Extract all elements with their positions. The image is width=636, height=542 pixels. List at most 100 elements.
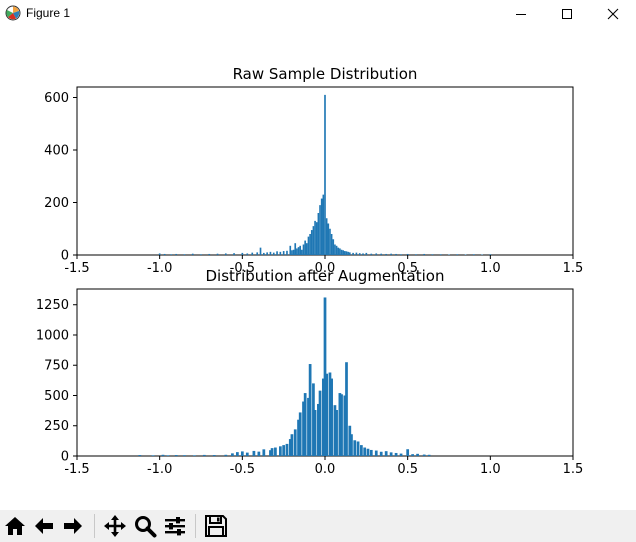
histogram-bar [309, 234, 311, 255]
home-button[interactable] [1, 512, 29, 540]
histogram-bar [297, 247, 300, 256]
y-tick-label: 0 [61, 450, 69, 465]
axes-augmented: -1.5 -1.0 -0.5 0.0 0.5 1.0 1.5 0 250 500 750 1000 1… [36, 267, 583, 477]
window-title: Figure 1 [26, 6, 71, 20]
histogram-bar [294, 243, 297, 255]
pan-button[interactable] [101, 512, 129, 540]
histogram-bar [163, 253, 166, 255]
histogram-bar [333, 405, 337, 456]
navigation-toolbar [0, 510, 636, 542]
histogram-bar [385, 253, 387, 255]
x-tick-label: -1.0 [147, 261, 172, 276]
histogram-bar [406, 449, 410, 456]
histogram-bar [335, 410, 338, 456]
histogram-bar [423, 253, 426, 255]
histogram-bar [299, 245, 302, 255]
histogram-bar [322, 194, 325, 256]
histogram-bar [324, 94, 326, 256]
histogram-bar [327, 223, 330, 255]
histogram-bar [224, 454, 228, 456]
histogram-bar [384, 451, 388, 456]
forward-icon [64, 518, 82, 534]
x-tick-label: 1.0 [480, 462, 501, 477]
histogram-bar [356, 441, 360, 456]
histogram-bar [224, 253, 227, 255]
forward-button[interactable] [59, 512, 87, 540]
histogram-bar [345, 362, 348, 456]
histogram-bar [338, 393, 342, 456]
histogram-bar [343, 395, 347, 456]
x-axis: -1.5 -1.0 -0.5 0.0 0.5 1.0 1.5 [64, 255, 583, 276]
histogram-bar [274, 447, 277, 456]
close-icon [607, 8, 619, 20]
x-tick-label: 0.0 [315, 462, 336, 477]
histogram-bar [330, 378, 333, 456]
y-tick-label: 400 [44, 144, 69, 159]
x-tick-label: 1.5 [563, 261, 584, 276]
histogram-bar [307, 397, 310, 456]
histogram-bar [318, 390, 322, 456]
save-button[interactable] [202, 512, 230, 540]
histogram-bar [263, 252, 265, 255]
histogram-bar [329, 228, 331, 255]
histogram-bar [314, 220, 316, 256]
configure-subplots-icon [165, 517, 185, 536]
close-button[interactable] [590, 0, 636, 28]
histogram-bar [270, 448, 274, 456]
histogram-bar [266, 252, 268, 256]
histogram-bar [379, 451, 383, 456]
histogram-bar [212, 455, 216, 456]
x-tick-label: -0.5 [230, 261, 255, 276]
back-button[interactable] [30, 512, 58, 540]
histogram-bar [166, 455, 170, 456]
back-icon [35, 518, 53, 534]
x-axis: -1.5 -1.0 -0.5 0.0 0.5 1.0 1.5 [64, 456, 583, 477]
histogram-bar [233, 253, 235, 255]
histogram-bar [355, 252, 358, 255]
chart-title: Raw Sample Distribution [233, 65, 418, 83]
histogram-bar [269, 251, 272, 255]
histogram-bar [394, 452, 398, 456]
histogram-bar [345, 251, 348, 255]
histogram-bar [406, 253, 409, 255]
histogram-bar [200, 254, 202, 255]
histogram-bar [290, 434, 294, 456]
histogram-bar [240, 451, 244, 456]
histogram-bar [183, 455, 186, 456]
figure-svg: -1.5 -1.0 -0.5 0.0 0.5 1.0 1.5 0 200 400 600 Raw … [36, 65, 583, 477]
window-titlebar: Figure 1 [0, 0, 636, 28]
histogram-bar [236, 452, 239, 456]
axes-raw: -1.5 -1.0 -0.5 0.0 0.5 1.0 1.5 0 200 400 600 Raw … [44, 65, 583, 276]
histogram-bar [380, 253, 383, 255]
histogram-bar [175, 253, 178, 255]
histogram-bar [259, 247, 262, 255]
histogram-bar [352, 252, 354, 255]
histogram-bar [151, 455, 155, 456]
histogram-bar [208, 253, 211, 255]
histogram-bar [348, 252, 351, 256]
figure-canvas: -1.5 -1.0 -0.5 0.0 0.5 1.0 1.5 0 200 400 600 Raw … [0, 28, 636, 510]
histogram-bar [411, 454, 414, 456]
zoom-button[interactable] [131, 512, 159, 540]
histogram-bar [231, 453, 234, 456]
histogram-bar [339, 248, 341, 255]
histogram-bar [262, 449, 266, 456]
histogram-bar [257, 451, 261, 456]
histogram-bar [340, 394, 343, 456]
histogram-bar [310, 230, 313, 255]
histogram-bar [328, 372, 332, 456]
maximize-button[interactable] [544, 0, 590, 28]
histogram-bar [374, 450, 378, 456]
histogram-bar [363, 447, 367, 456]
y-tick-label: 0 [61, 249, 69, 264]
histogram-bar [158, 253, 161, 255]
histogram-bar [279, 251, 282, 255]
minimize-button[interactable] [498, 0, 544, 28]
histogram-bar [330, 234, 333, 255]
histogram-bar [193, 455, 196, 456]
configure-subplots-button[interactable] [161, 512, 189, 540]
histogram-bar [344, 251, 346, 255]
histogram-bar [313, 410, 317, 456]
histogram-bar [395, 253, 397, 255]
histogram-bar [272, 252, 275, 255]
